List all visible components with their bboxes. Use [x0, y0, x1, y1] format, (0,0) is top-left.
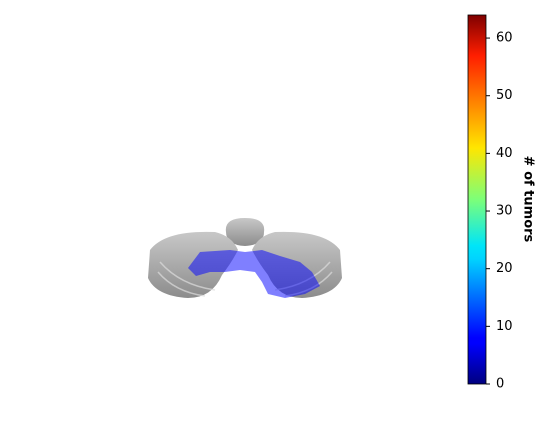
vermis	[225, 218, 265, 246]
colorbar-tick-label: 0	[496, 377, 504, 392]
colorbar-tick-label: 60	[496, 31, 513, 46]
colorbar-tick-label: 20	[496, 261, 513, 276]
tumor-overlay	[188, 250, 320, 298]
colorbar-tick-label: 50	[496, 88, 513, 103]
colorbar-tick-label: 40	[496, 146, 513, 161]
colorbar-tick-label: 30	[496, 204, 513, 219]
colorbar-tick-label: 10	[496, 319, 513, 334]
colorbar	[467, 14, 487, 385]
colorbar-label: # of tumors	[521, 156, 536, 243]
